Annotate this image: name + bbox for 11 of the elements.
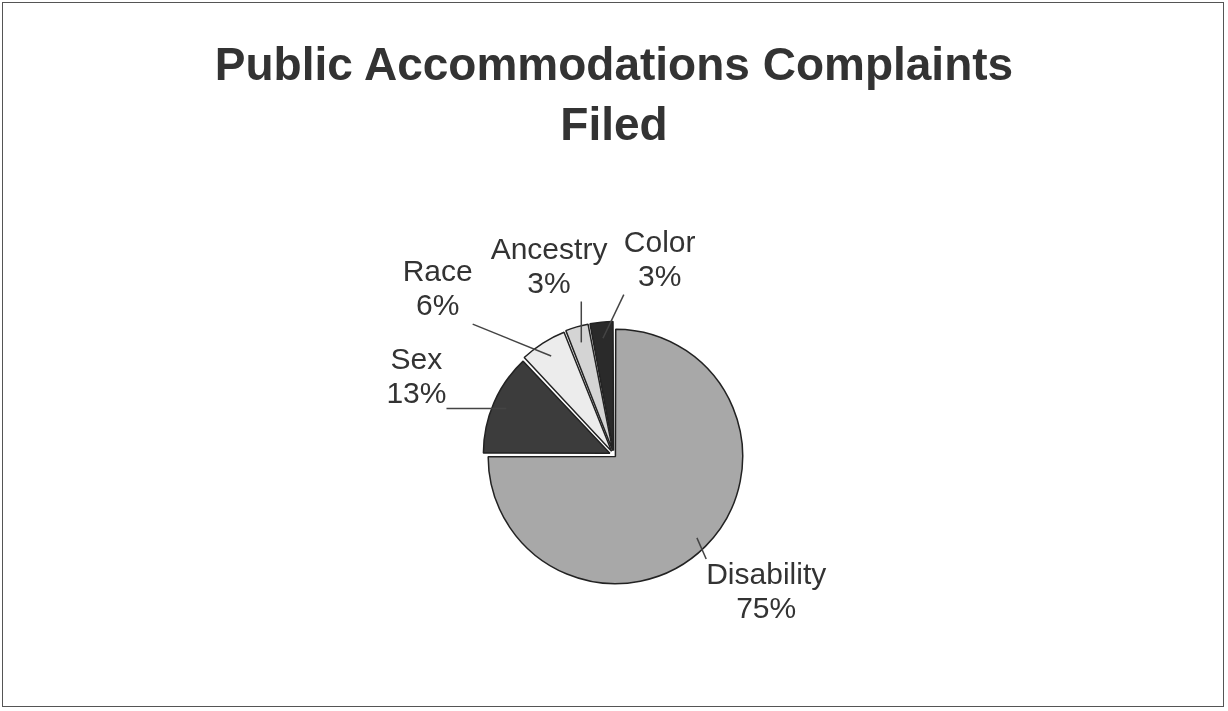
slice-label: Color: [623, 224, 696, 258]
slice-label: Disability: [706, 557, 827, 591]
data-label: 6%: [415, 288, 460, 322]
data-label: 75%: [736, 591, 797, 625]
slice-label: Ancestry: [490, 231, 608, 265]
slice-label: Race: [402, 254, 473, 288]
chart-title: Public Accommodations Complaints Filed: [213, 37, 1015, 152]
slice-label: Sex: [390, 341, 443, 375]
data-label: 13%: [386, 375, 447, 409]
data-label: 3%: [637, 258, 682, 292]
data-label: 3%: [527, 265, 571, 299]
